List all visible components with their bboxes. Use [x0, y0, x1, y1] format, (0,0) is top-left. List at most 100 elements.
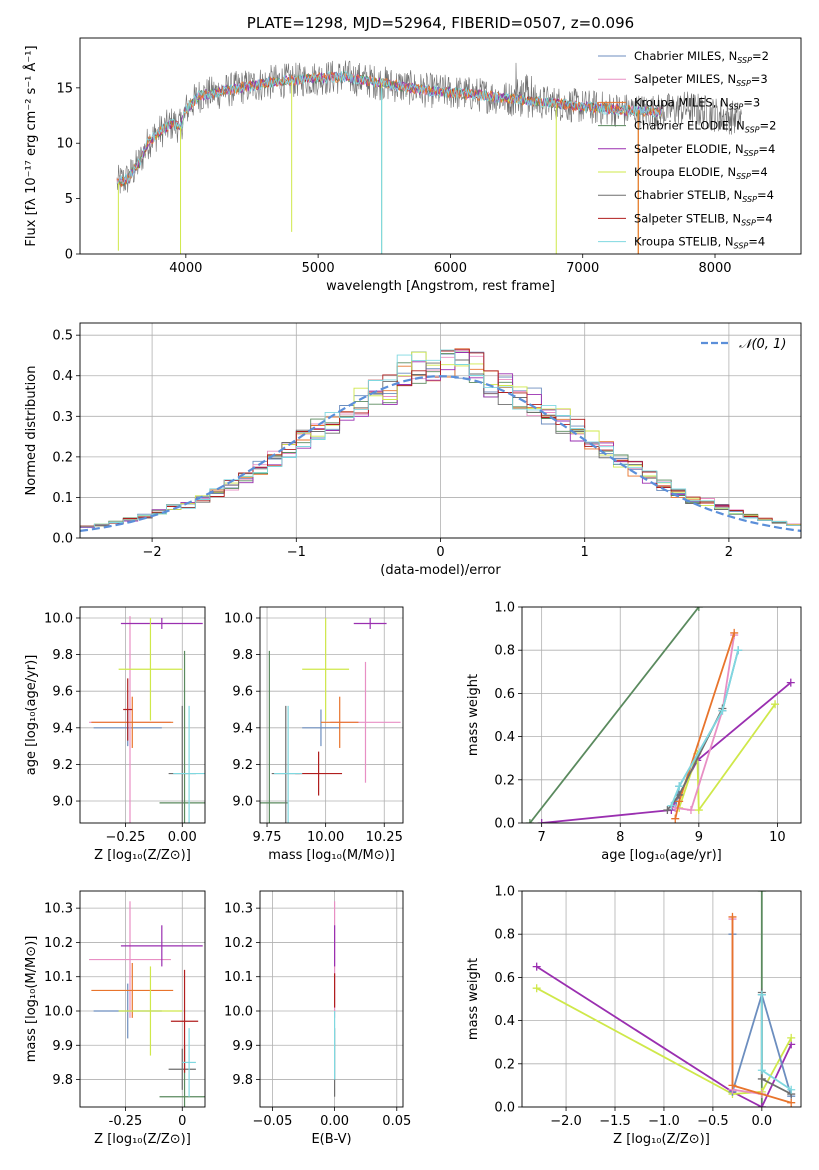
y-tick-label: 0.6: [494, 687, 515, 702]
y-tick-label: 9.6: [52, 685, 73, 700]
legend-entry: Salpeter ELODIE, NSSP=4: [634, 142, 775, 158]
x-axis-label: wavelength [Angstrom, rest frame]: [326, 279, 555, 294]
x-axis-label: (data-model)/error: [380, 563, 501, 578]
y-tick-label: 10.1: [224, 970, 253, 985]
y-tick-label: 9.2: [52, 758, 73, 773]
weight-marker-chab_stelib: [663, 806, 672, 815]
y-tick-label: 10.2: [224, 936, 253, 951]
series-model-krou_stelib: [116, 70, 663, 185]
x-tick-label: −2.0: [550, 1114, 582, 1129]
legend: 𝒩(0, 1): [701, 337, 786, 352]
x-tick-label: −1: [287, 545, 306, 560]
weight-marker-salp_elodie: [532, 962, 541, 971]
y-tick-label: 9.9: [52, 1039, 73, 1054]
x-tick-label: −0.25: [106, 830, 146, 845]
plot-area: [525, 607, 795, 823]
y-tick-label: 0.8: [494, 644, 515, 659]
y-tick-label: 0.2: [52, 450, 73, 465]
y-tick-label: 10.1: [44, 970, 73, 985]
y-tick-label: 10.0: [224, 1005, 253, 1020]
x-tick-label: 4000: [169, 261, 202, 276]
y-axis-label: Normed distribution: [24, 366, 39, 496]
weight-marker-krou_miles: [728, 912, 737, 921]
x-tick-label: -0.25: [109, 1114, 143, 1129]
x-tick-label: 5000: [302, 261, 335, 276]
legend-entry: Kroupa ELODIE, NSSP=4: [634, 165, 768, 181]
panel-spectrum: 4000 5000 6000 7000 8000 0 5 10 15 wavelength [An…: [23, 37, 802, 294]
y-tick-label: 5: [65, 192, 73, 207]
weight-marker-krou_stelib: [675, 782, 684, 791]
y-tick-label: 1.0: [494, 601, 515, 616]
x-tick-label: 7: [538, 830, 546, 845]
weight-marker-krou_stelib: [757, 1066, 766, 1075]
y-tick-label: 0: [65, 248, 73, 263]
panel-age-vs-mass: 9.75 10.00 10.25 9.0 9.2 9.4 9.6 9.8 10.0 mass [l…: [224, 606, 404, 863]
y-tick-label: 9.0: [52, 795, 73, 810]
weight-marker-chab_elodie: [757, 891, 766, 895]
weight-marker-krou_elodie: [532, 984, 541, 993]
y-tick-label: 9.8: [232, 648, 253, 663]
weight-marker-krou_miles: [728, 1081, 737, 1090]
y-tick-label: 10.3: [44, 902, 73, 917]
weight-marker-krou_miles: [671, 814, 680, 823]
x-tick-label: 0.00: [320, 1114, 349, 1129]
x-tick-label: 7000: [566, 261, 599, 276]
y-tick-label: 9.9: [232, 1039, 253, 1054]
panel-weight-vs-age: 7 8 9 10 0.0 0.2 0.4 0.6 0.8 1.0 age [log₁₀(age/yr…: [466, 601, 802, 863]
y-axis-label: age [log₁₀(age/yr)]: [24, 655, 39, 776]
plot-area: [89, 901, 205, 1107]
x-axis-label: Z [log₁₀(Z/Z⊙)]: [94, 848, 191, 863]
plot-area: [116, 60, 742, 254]
weight-line-krou_elodie: [678, 703, 776, 813]
legend-entry: Chabrier STELIB, NSSP=4: [634, 188, 774, 204]
panel-age-vs-z: −0.25 0.00 9.0 9.2 9.4 9.6 9.8 10.0 Z [log₁₀(Z/Z…: [24, 606, 206, 863]
weight-marker-krou_stelib: [734, 646, 743, 655]
legend-entry: Salpeter MILES, NSSP=3: [634, 72, 768, 88]
y-tick-label: 0.8: [494, 928, 515, 943]
weight-marker-chab_elodie: [694, 607, 703, 611]
legend-entry: Chabrier ELODIE, NSSP=2: [634, 119, 776, 135]
y-tick-label: 10.0: [44, 1005, 73, 1020]
x-tick-label: 0.00: [168, 830, 197, 845]
y-tick-label: 0.5: [52, 329, 73, 344]
weight-marker-krou_elodie: [787, 1033, 796, 1042]
gaussian-curve: [80, 375, 801, 532]
y-tick-label: 0.2: [494, 773, 515, 788]
weight-marker-krou_stelib: [757, 990, 766, 999]
x-axis-label: E(B-V): [311, 1132, 351, 1147]
axes-frame: [79, 37, 802, 255]
y-tick-label: 10.0: [224, 611, 253, 626]
weight-marker-krou_elodie: [771, 700, 780, 709]
y-tick-label: 10.2: [44, 936, 73, 951]
y-tick-label: 9.4: [232, 721, 253, 736]
x-tick-label: 6000: [434, 261, 467, 276]
axes-frame: [259, 890, 404, 1108]
y-tick-label: 0.4: [52, 369, 73, 384]
plot-area: [532, 891, 796, 1107]
x-tick-label: 10.25: [366, 830, 403, 845]
weight-line-krou_elodie: [536, 987, 792, 1095]
weight-line-salp_miles: [675, 634, 736, 811]
x-tick-label: 0: [436, 545, 444, 560]
weight-marker-salp_elodie: [757, 1103, 766, 1107]
legend: Chabrier MILES, NSSP=2 Salpeter MILES, NS…: [598, 49, 776, 251]
y-tick-label: 0.4: [494, 730, 515, 745]
axes-frame: [79, 606, 206, 824]
y-tick-label: 0.3: [52, 410, 73, 425]
y-tick-label: 10.0: [44, 611, 73, 626]
panel-weight-vs-z: −2.0 −1.5 −1.0 −0.5 0.0 0.0 0.2 0.4 0.6 0.8 1.0 Z […: [466, 885, 802, 1147]
y-tick-label: 0.4: [494, 1014, 515, 1029]
y-tick-label: 10.3: [224, 902, 253, 917]
y-axis-label: mass [log₁₀(M/M⊙)]: [24, 936, 39, 1063]
weight-marker-krou_stelib: [787, 1085, 796, 1094]
y-tick-label: 0.2: [494, 1057, 515, 1072]
y-tick-label: 0.0: [52, 532, 73, 547]
x-tick-label: 9: [695, 830, 703, 845]
y-tick-label: 15: [56, 81, 73, 96]
y-tick-label: 0.1: [52, 491, 73, 506]
y-tick-label: 9.6: [232, 685, 253, 700]
x-tick-label: 10: [769, 830, 786, 845]
y-tick-label: 9.0: [232, 795, 253, 810]
x-tick-label: 2: [725, 545, 733, 560]
